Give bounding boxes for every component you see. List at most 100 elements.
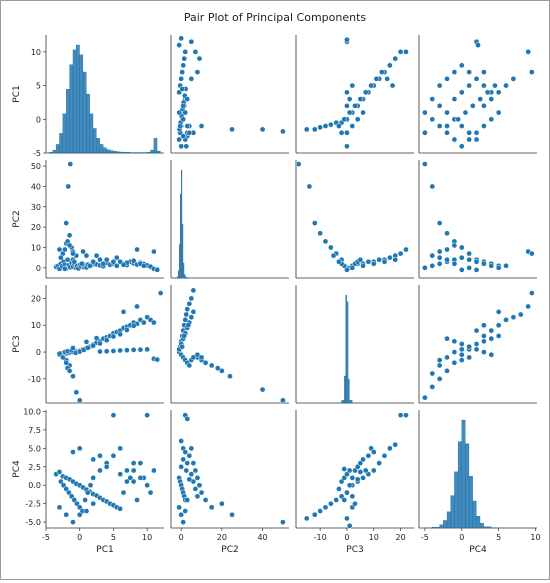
scatter-point [131,323,136,328]
scatter-point [334,497,339,502]
scatter-point [398,251,403,256]
scatter-point [437,261,442,266]
scatter-point [70,374,75,379]
scatter-point [474,267,479,272]
scatter-point [57,469,62,474]
scatter-point [151,468,156,473]
scatter-point [467,265,472,270]
x-tick-label: 10 [530,533,540,542]
scatter-point [138,461,143,466]
scatter-point [358,257,363,262]
scatter-point [529,290,534,295]
scatter-point [189,39,194,44]
scatter-point [437,249,442,254]
scatter-point [318,231,323,236]
scatter-point [344,516,349,521]
scatter-point [422,395,427,400]
scatter-point [430,263,435,268]
scatter-point [403,49,408,54]
y-tick-label: 40 [31,182,41,191]
scatter-point [111,413,116,418]
scatter-point [97,468,102,473]
scatter-point [360,110,365,115]
y-tick-label: 7.5 [28,426,41,435]
scatter-point [184,312,189,317]
scatter-point [191,309,196,314]
scatter-point [227,374,232,379]
scatter-point [84,339,89,344]
scatter-point [199,355,204,360]
scatter-point [452,261,457,266]
scatter-point [422,110,427,115]
scatter-point [463,110,468,115]
scatter-point [151,249,156,254]
histogram-bar [70,65,73,153]
histogram-bar [184,274,185,278]
histogram-bar [73,50,76,153]
scatter-point [444,355,449,360]
scatter-point [459,255,464,260]
scatter-point [197,483,202,488]
y-tick-label: 10 [31,243,41,252]
scatter-point [193,49,198,54]
panels: -50510PC101020304050PC2-1001020PC3-5.0-2… [12,35,541,555]
scatter-point [185,96,190,101]
scatter-point [342,117,347,122]
scatter-point [489,117,494,122]
scatter-point [179,36,184,41]
scatter-point [183,110,188,115]
scatter-point [529,251,534,256]
scatter-point [187,477,192,482]
scatter-point [134,304,139,309]
x-axis-label: PC1 [96,545,113,555]
scatter-point [503,83,508,88]
scatter-point [79,261,84,266]
scatter-point [403,247,408,252]
scatter-point [393,442,398,447]
scatter-point [511,76,516,81]
scatter-point [344,267,349,272]
scatter-point [118,472,123,477]
histogram-bar [185,277,186,278]
scatter-point [183,508,188,513]
scatter-point [280,129,285,134]
histogram-bar [443,520,446,528]
scatter-point [312,127,317,132]
scatter-point [489,352,494,357]
scatter-point [180,86,185,91]
scatter-point [467,137,472,142]
scatter-point [91,457,96,462]
histogram-bar [151,150,154,153]
scatter-point [481,83,486,88]
histogram-bar [154,138,157,153]
panel-pc2-pc2 [171,160,289,278]
y-tick-label: 50 [31,162,41,171]
scatter-point [57,247,62,252]
scatter-point [121,309,126,314]
scatter-point [374,76,379,81]
scatter-point [178,123,183,128]
histogram-bar [462,420,465,528]
scatter-point [496,309,501,314]
histogram-bar [147,152,150,153]
scatter-point [452,69,457,74]
scatter-point [83,497,88,502]
histogram-bar [182,224,183,278]
scatter-point [138,347,143,352]
scatter-point [474,341,479,346]
scatter-point [489,336,494,341]
histogram-bar [458,442,461,528]
scatter-point [91,501,96,506]
x-tick-label: 0 [344,533,349,542]
scatter-point [437,376,442,381]
scatter-point [64,360,69,365]
histogram-bar [348,379,349,403]
scatter-point [336,259,341,264]
scatter-point [131,468,136,473]
scatter-point [312,220,317,225]
scatter-point [67,243,72,248]
scatter-point [182,56,187,61]
y-axis-label: PC1 [12,85,22,102]
scatter-point [318,508,323,513]
